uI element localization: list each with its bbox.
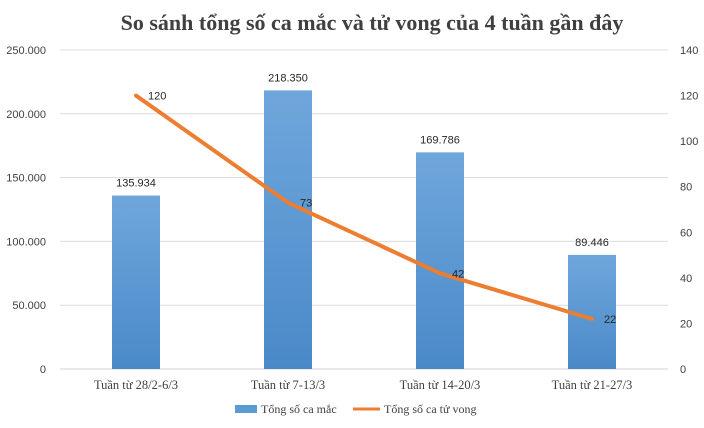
line-data-label: 22 (604, 314, 616, 326)
y-right-tick-label: 80 (680, 182, 692, 194)
right-axis: 0 20 40 60 80 100 120 140 (680, 45, 698, 376)
legend: Tổng số ca mắc Tổng số ca tử vong (235, 402, 477, 416)
y-right-tick-label: 120 (680, 91, 698, 103)
bar-data-label: 89.446 (575, 237, 609, 249)
chart-title: So sánh tổng số ca mắc và tử vong của 4 … (121, 10, 624, 35)
category-axis: Tuần từ 28/2-6/3 Tuần từ 7-13/3 Tuần từ 14… (94, 378, 632, 392)
line-point (591, 318, 593, 320)
bar-data-label: 218.350 (268, 72, 308, 84)
y-left-tick-label: 100.000 (6, 236, 46, 248)
legend-label-deaths: Tổng số ca tử vong (384, 402, 477, 416)
category-label: Tuần từ 7-13/3 (251, 378, 325, 392)
bar-data-label: 135.934 (116, 178, 156, 190)
y-left-tick-label: 50.000 (12, 300, 46, 312)
bar-data-label: 169.786 (420, 134, 460, 146)
y-right-tick-label: 0 (680, 364, 686, 376)
line-data-label: 120 (148, 91, 166, 103)
bar (568, 254, 616, 369)
legend-swatch-cases (235, 405, 257, 413)
line-data-label: 42 (452, 268, 464, 280)
y-right-tick-label: 40 (680, 273, 692, 285)
line-point (287, 202, 289, 204)
line-point (135, 95, 137, 97)
legend-label-cases: Tổng số ca mắc (261, 402, 337, 416)
y-left-tick-label: 150.000 (6, 173, 46, 185)
y-right-tick-label: 20 (680, 318, 692, 330)
category-label: Tuần từ 21-27/3 (552, 378, 633, 392)
left-axis: 0 50.000 100.000 150.000 200.000 250.000 (6, 45, 46, 376)
y-right-tick-label: 100 (680, 136, 698, 148)
y-right-tick-label: 60 (680, 227, 692, 239)
y-left-tick-label: 250.000 (6, 45, 46, 57)
bar (112, 195, 160, 369)
y-right-tick-label: 140 (680, 45, 698, 57)
category-label: Tuần từ 14-20/3 (400, 378, 481, 392)
bar-series: 135.934 218.350 169.786 89.446 (112, 72, 616, 369)
line-data-label: 73 (300, 198, 312, 210)
line-point (439, 272, 441, 274)
bar (416, 152, 464, 369)
y-left-tick-label: 200.000 (6, 109, 46, 121)
category-label: Tuần từ 28/2-6/3 (94, 378, 178, 392)
y-left-tick-label: 0 (40, 364, 46, 376)
death-line (134, 93, 594, 321)
bar (264, 90, 312, 369)
line-series: 120 73 42 22 (134, 91, 616, 326)
